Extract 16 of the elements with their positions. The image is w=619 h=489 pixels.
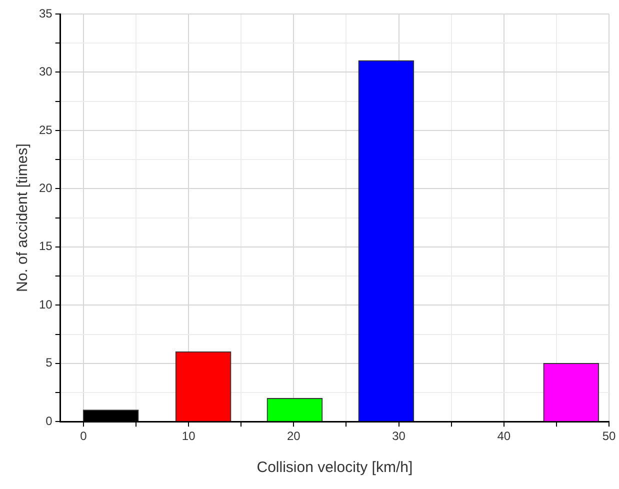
x-axis-title: Collision velocity [km/h]	[256, 459, 413, 476]
x-tick-label: 10	[182, 429, 196, 444]
y-tick-label: 20	[38, 181, 53, 195]
y-tick-label: 25	[38, 122, 53, 137]
y-tick-label: 30	[38, 64, 53, 79]
y-tick-label: 15	[38, 239, 53, 254]
y-tick-label: 35	[38, 6, 53, 20]
x-tick-label: 50	[602, 429, 616, 444]
x-tick-label: 40	[497, 429, 511, 444]
x-tick-label: 20	[287, 429, 301, 444]
y-tick-label: 10	[38, 297, 53, 312]
y-axis-title: No. of accident [times]	[14, 144, 32, 292]
y-tick-label: 0	[46, 414, 53, 428]
x-tick-label: 0	[80, 429, 88, 444]
x-tick-label: 30	[392, 429, 406, 444]
y-tick-label: 5	[46, 356, 53, 370]
